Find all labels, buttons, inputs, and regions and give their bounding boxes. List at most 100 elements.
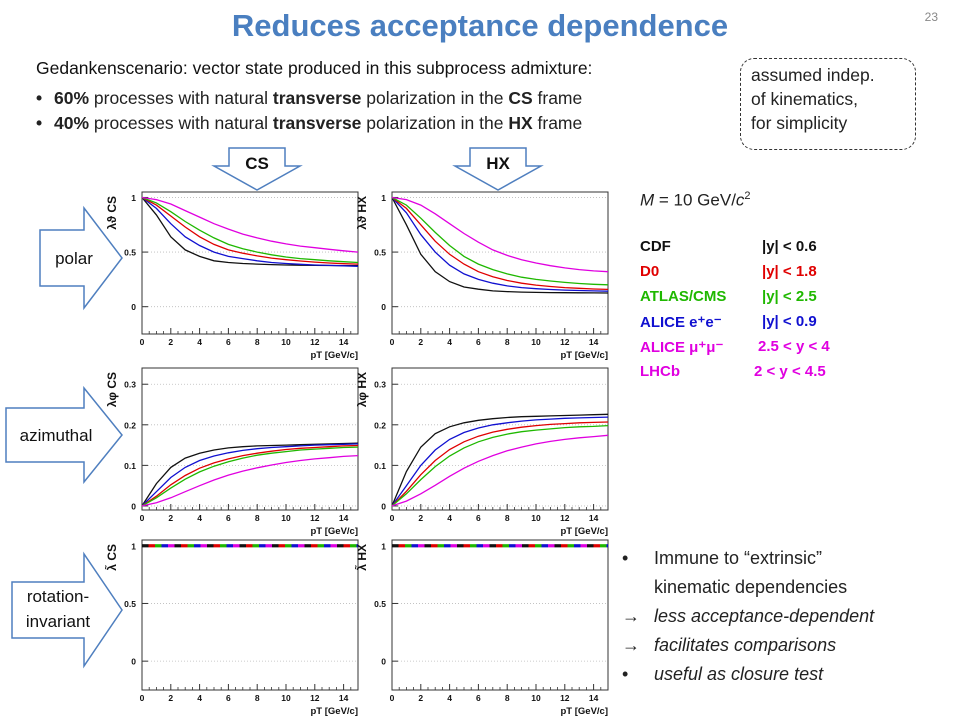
bullet-marker: • [36, 113, 43, 133]
plot-frame [391, 539, 609, 691]
y-axis-label: λφ HX [355, 372, 369, 407]
x-tick-label: 6 [226, 513, 231, 523]
x-tick-label: 6 [476, 693, 481, 703]
azimuthal-label: azimuthal [20, 426, 93, 445]
legend-range: |y| < 1.8 [762, 263, 817, 280]
x-tick-label: 12 [310, 337, 320, 347]
x-tick-label: 14 [339, 513, 349, 523]
note-line: of kinematics, [751, 89, 858, 109]
exponent: 2 [744, 190, 751, 202]
legend-name: LHCb [640, 363, 680, 380]
bullet-marker: • [622, 664, 629, 684]
y-axis-label: λ̃ CS [104, 544, 119, 571]
chart-panel-azimuthal-hx: 0 0.1 0.2 0.3 0 2 4 6 8 10 12 14 pT [GeV/c] λφ HX [355, 367, 609, 537]
x-tick-label: 12 [310, 693, 320, 703]
admixture-item: • 40% processes with natural transverse p… [36, 113, 582, 134]
text: frame [532, 88, 583, 108]
hx-tag: HX [486, 154, 510, 173]
y-tick-label: 0 [131, 657, 136, 667]
x-tick-label: 8 [505, 693, 510, 703]
legend-range: 2 < y < 4.5 [754, 363, 826, 380]
x-tick-label: 2 [168, 337, 173, 347]
x-tick-label: 2 [418, 513, 423, 523]
x-axis-label: pT [GeV/c] [310, 706, 358, 717]
y-tick-label: 1 [381, 541, 386, 551]
legend-name: ATLAS/CMS [640, 288, 727, 305]
series-line-0 [391, 413, 609, 507]
frame-name: CS [508, 88, 533, 108]
x-tick-label: 10 [531, 337, 541, 347]
hx-down-arrow [452, 147, 544, 191]
y-tick-label: 0.5 [374, 248, 386, 258]
legend-name: D0 [640, 263, 660, 280]
x-tick-label: 14 [589, 337, 599, 347]
plot-frame [141, 367, 359, 511]
series-line-4 [141, 196, 359, 253]
legend-entry: D0 |y| < 1.8 [640, 263, 817, 280]
legend-entry: ALICE μ⁺μ⁻ 2.5 < y < 4 [640, 338, 830, 356]
y-tick-label: 0.5 [124, 599, 136, 609]
x-tick-label: 6 [226, 337, 231, 347]
plot-frame [141, 539, 359, 691]
series-line-0 [141, 442, 359, 507]
arrow-marker: → [622, 606, 640, 626]
series-line-0 [391, 197, 609, 294]
y-tick-label: 0.2 [374, 420, 386, 430]
x-tick-label: 0 [390, 693, 395, 703]
y-tick-label: 1 [131, 193, 136, 203]
x-axis-label: pT [GeV/c] [310, 526, 358, 537]
x-tick-label: 2 [418, 693, 423, 703]
series-line-3 [141, 446, 359, 507]
x-tick-label: 0 [140, 513, 145, 523]
admixture-list: • 60% processes with natural transverse p… [36, 88, 582, 138]
x-tick-label: 14 [339, 693, 349, 703]
x-tick-label: 12 [310, 513, 320, 523]
x-tick-label: 12 [560, 513, 570, 523]
text: polarization in the [361, 88, 509, 108]
conclusion-item: • Immune to “extrinsic” [622, 546, 874, 571]
legend-entry: CDF |y| < 0.6 [640, 238, 817, 255]
series-line-1 [141, 443, 359, 507]
cs-down-arrow [211, 147, 303, 191]
series-line-1 [141, 196, 359, 267]
mass-value: = 10 GeV/ [654, 190, 736, 210]
experiment-legend: CDF |y| < 0.6 D0 |y| < 1.8 ATLAS/CMS |y| < … [640, 238, 860, 388]
series-line-0 [141, 197, 359, 267]
chart-panel-azimuthal-cs: 0 0.1 0.2 0.3 0 2 4 6 8 10 12 14 pT [GeV/c] λφ CS [105, 367, 359, 537]
slide-number: 23 [924, 10, 938, 24]
y-tick-label: 0 [381, 302, 386, 312]
x-tick-label: 10 [531, 513, 541, 523]
y-axis-label: λϑ HX [355, 196, 369, 230]
legend-name: ALICE μ⁺μ⁻ [640, 339, 724, 356]
series-line-4 [391, 434, 609, 507]
x-tick-label: 14 [589, 693, 599, 703]
arrow-marker: → [622, 635, 640, 655]
plot-frame [391, 191, 609, 335]
x-tick-label: 6 [226, 693, 231, 703]
series-line-2 [391, 421, 609, 507]
conclusion-item: → less acceptance-dependent [622, 604, 874, 629]
series-line-1 [391, 416, 609, 507]
speed-of-light: c [735, 190, 745, 210]
x-tick-label: 4 [197, 693, 202, 703]
x-tick-label: 10 [281, 337, 291, 347]
y-tick-label: 0.2 [124, 420, 136, 430]
conclusion-text: useful as closure test [654, 664, 824, 684]
x-tick-label: 4 [197, 513, 202, 523]
conclusion-item: kinematic dependencies [622, 575, 874, 600]
x-tick-label: 6 [476, 337, 481, 347]
x-tick-label: 14 [339, 337, 349, 347]
legend-range: |y| < 0.9 [762, 313, 817, 330]
x-tick-label: 8 [255, 513, 260, 523]
y-axis-label: λϑ CS [105, 196, 119, 230]
text: frame [532, 113, 583, 133]
plot-frame [391, 367, 609, 511]
rotation-right-arrow [11, 551, 123, 669]
x-axis-label: pT [GeV/c] [560, 706, 608, 717]
x-tick-label: 0 [140, 337, 145, 347]
note-line: for simplicity [751, 113, 848, 133]
series-line-3 [391, 424, 609, 507]
text: processes with natural [89, 88, 273, 108]
